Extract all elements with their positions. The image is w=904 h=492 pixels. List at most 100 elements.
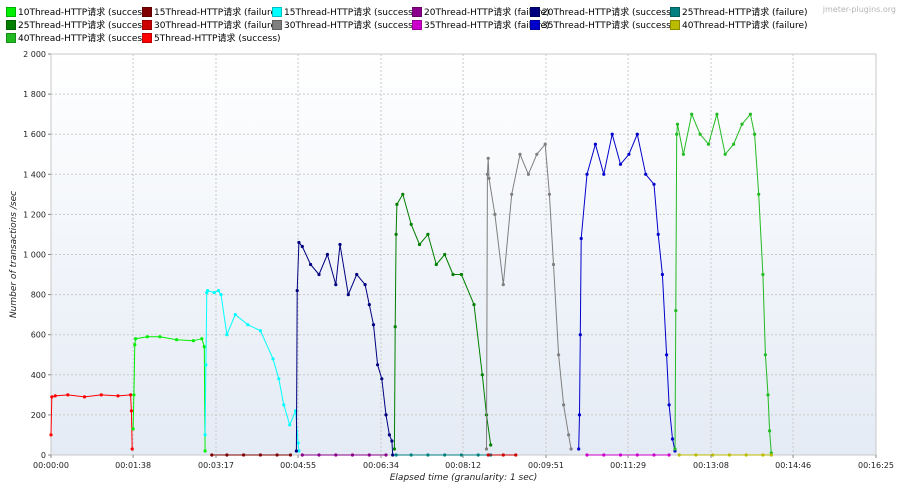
data-point [740, 122, 744, 126]
legend-item: 5Thread-HTTP请求 (success) [142, 31, 281, 44]
data-point [585, 453, 589, 457]
series-4 [294, 240, 395, 457]
data-point [282, 403, 286, 407]
y-tick-label: 200 [31, 411, 46, 420]
data-point [694, 453, 698, 457]
data-point [82, 395, 87, 399]
y-tick-label: 0 [41, 451, 46, 460]
y-tick-label: 1 400 [23, 170, 46, 179]
legend-label: 35Thread-HTTP请求 (failure) [424, 21, 550, 31]
series-5 [300, 453, 388, 457]
data-point [486, 156, 490, 160]
data-point [723, 152, 727, 156]
data-point [99, 393, 103, 397]
series-line [393, 193, 492, 450]
data-point [727, 453, 732, 457]
data-point [635, 132, 639, 136]
data-point [489, 443, 493, 447]
legend-label: 30Thread-HTTP请求 (success) [284, 21, 417, 31]
legend-item: 35Thread-HTTP请求 (success) [530, 18, 674, 31]
y-tick-label: 1 800 [23, 90, 46, 99]
data-point [202, 345, 206, 349]
data-point [175, 338, 179, 342]
data-point [667, 403, 671, 407]
data-point [384, 453, 388, 457]
series-2 [203, 289, 301, 453]
data-point [480, 373, 484, 377]
legend-swatch [670, 19, 680, 30]
data-point [363, 283, 367, 287]
series-0 [49, 393, 134, 451]
data-point [486, 453, 490, 457]
series-6 [392, 192, 493, 451]
y-tick-label: 600 [31, 331, 46, 340]
data-point [200, 337, 204, 341]
data-point [667, 453, 671, 457]
data-point [367, 303, 371, 307]
data-point [317, 272, 321, 277]
legend-item: 20Thread-HTTP请求 (failure) [412, 5, 550, 18]
x-tick-label: 00:08:12 [445, 461, 481, 470]
data-point [426, 232, 430, 236]
series-1 [131, 335, 207, 453]
x-axis-label: Elapsed time (granularity: 1 sec) [390, 473, 538, 483]
data-point [49, 433, 53, 437]
series-3 [210, 453, 293, 457]
data-point [296, 441, 300, 445]
data-point [675, 132, 679, 136]
legend-label: 10Thread-HTTP请求 (success) [18, 8, 151, 18]
data-point [711, 453, 715, 457]
y-tick-label: 1 600 [23, 130, 46, 139]
data-point [543, 142, 547, 146]
data-point [216, 289, 221, 293]
data-point [472, 303, 476, 307]
data-point [395, 202, 399, 206]
data-point [233, 313, 237, 317]
legend-item: 30Thread-HTTP请求 (failure) [142, 18, 280, 31]
data-point [204, 363, 208, 367]
data-point [380, 377, 384, 381]
legend-swatch [142, 6, 152, 17]
data-point [409, 453, 413, 457]
legend-item: 40Thread-HTTP请求 (success) [6, 31, 150, 44]
series-12 [673, 112, 773, 455]
data-point [355, 272, 359, 277]
data-point [602, 453, 606, 457]
legend-label: 15Thread-HTTP请求 (failure) [154, 8, 280, 18]
data-point [133, 343, 137, 347]
data-point [769, 453, 773, 457]
data-point [484, 447, 489, 451]
data-point [635, 453, 639, 457]
data-point [487, 176, 491, 180]
data-point [294, 449, 298, 453]
data-point [325, 252, 329, 257]
legend-item: 25Thread-HTTP请求 (failure) [670, 5, 808, 18]
y-tick-label: 800 [31, 291, 46, 300]
data-point [673, 447, 677, 451]
data-point [670, 437, 675, 441]
legend-label: 35Thread-HTTP请求 (success) [542, 21, 675, 31]
data-point [203, 449, 207, 453]
data-point [219, 293, 223, 297]
data-point [652, 182, 656, 186]
data-point [665, 353, 669, 357]
data-point [225, 333, 229, 337]
data-point [371, 323, 376, 327]
data-point [493, 212, 497, 216]
x-tick-label: 00:13:08 [693, 461, 729, 470]
legend-label: 20Thread-HTTP请求 (failure) [424, 8, 550, 18]
data-point [577, 413, 582, 417]
legend-swatch [142, 32, 152, 43]
data-point [53, 394, 57, 398]
data-point [401, 192, 405, 196]
data-point [501, 283, 505, 287]
data-point [652, 453, 656, 457]
x-tick-label: 00:14:46 [775, 461, 811, 470]
data-point [203, 433, 207, 437]
data-point [417, 242, 422, 247]
data-point [393, 325, 397, 329]
data-point [510, 192, 514, 196]
data-point [129, 393, 133, 397]
data-point [526, 172, 531, 176]
